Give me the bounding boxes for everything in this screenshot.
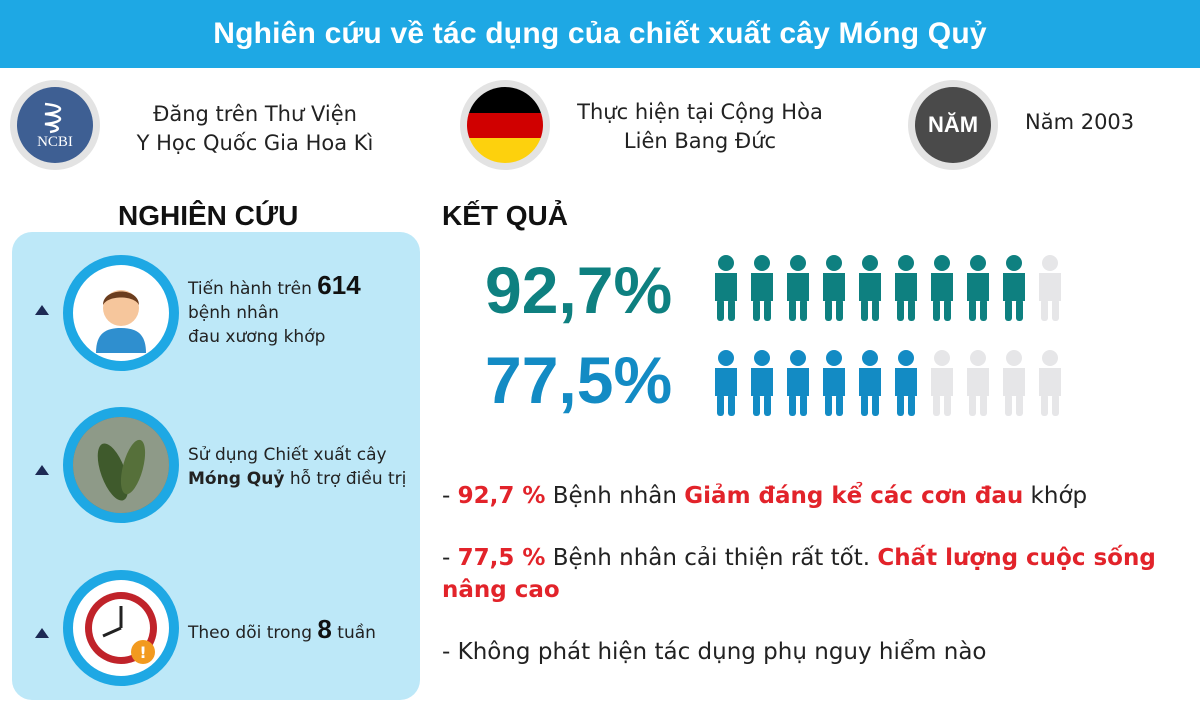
plant-photo [63, 407, 179, 523]
person-icon [893, 255, 919, 325]
people-row-1 [713, 255, 1063, 325]
person-icon [785, 350, 811, 420]
person-icon [1037, 255, 1063, 325]
germany-text: Thực hiện tại Cộng Hòa Liên Bang Đức [577, 100, 823, 153]
person-icon [1001, 350, 1027, 420]
result-bullet-3: - Không phát hiện tác dụng phụ nguy hiểm… [442, 639, 987, 665]
page-title: Nghiên cứu về tác dụng của chiết xuất câ… [0, 0, 1200, 68]
year-text: Năm 2003 [1025, 110, 1135, 134]
result-bullet-2: - 77,5 % Bệnh nhân cải thiện rất tốt. Ch… [442, 545, 1156, 603]
person-icon [965, 350, 991, 420]
person-icon [1037, 350, 1063, 420]
person-icon [749, 255, 775, 325]
person-icon [821, 255, 847, 325]
person-icon [749, 350, 775, 420]
person-icon [857, 350, 883, 420]
person-icon [785, 255, 811, 325]
study-item-1: Tiến hành trên 614 bệnh nhân đau xương k… [188, 270, 361, 347]
result-percent-1: 92,7% [485, 253, 673, 327]
germany-flag [460, 80, 550, 170]
ncbi-logo: NCBI [10, 80, 100, 170]
person-icon [713, 350, 739, 420]
ncbi-text: Đăng trên Thư Viện Y Học Quốc Gia Hoa Kì [136, 102, 374, 155]
results-heading: KẾT QUẢ [442, 200, 568, 231]
result-percent-2: 77,5% [485, 343, 673, 417]
study-item-2: Sử dụng Chiết xuất cây Móng Quỷ hỗ trợ đ… [188, 445, 407, 489]
person-icon [1001, 255, 1027, 325]
result-bullet-1: - 92,7 % Bệnh nhân Giảm đáng kể các cơn … [442, 483, 1088, 509]
person-icon [713, 255, 739, 325]
person-icon [929, 350, 955, 420]
person-icon [893, 350, 919, 420]
patient-icon [63, 255, 179, 371]
triangle-icon [35, 305, 49, 315]
dna-icon [44, 102, 62, 133]
clock-icon: ! [63, 570, 179, 686]
svg-text:!: ! [139, 643, 146, 662]
person-icon [929, 255, 955, 325]
people-row-2 [713, 350, 1063, 420]
year-badge: NĂM [908, 80, 998, 170]
study-item-3: Theo dõi trong 8 tuần [188, 614, 376, 644]
person-icon [821, 350, 847, 420]
triangle-icon [35, 465, 49, 475]
triangle-icon [35, 628, 49, 638]
study-heading: NGHIÊN CỨU [118, 200, 299, 231]
person-icon [965, 255, 991, 325]
person-icon [857, 255, 883, 325]
